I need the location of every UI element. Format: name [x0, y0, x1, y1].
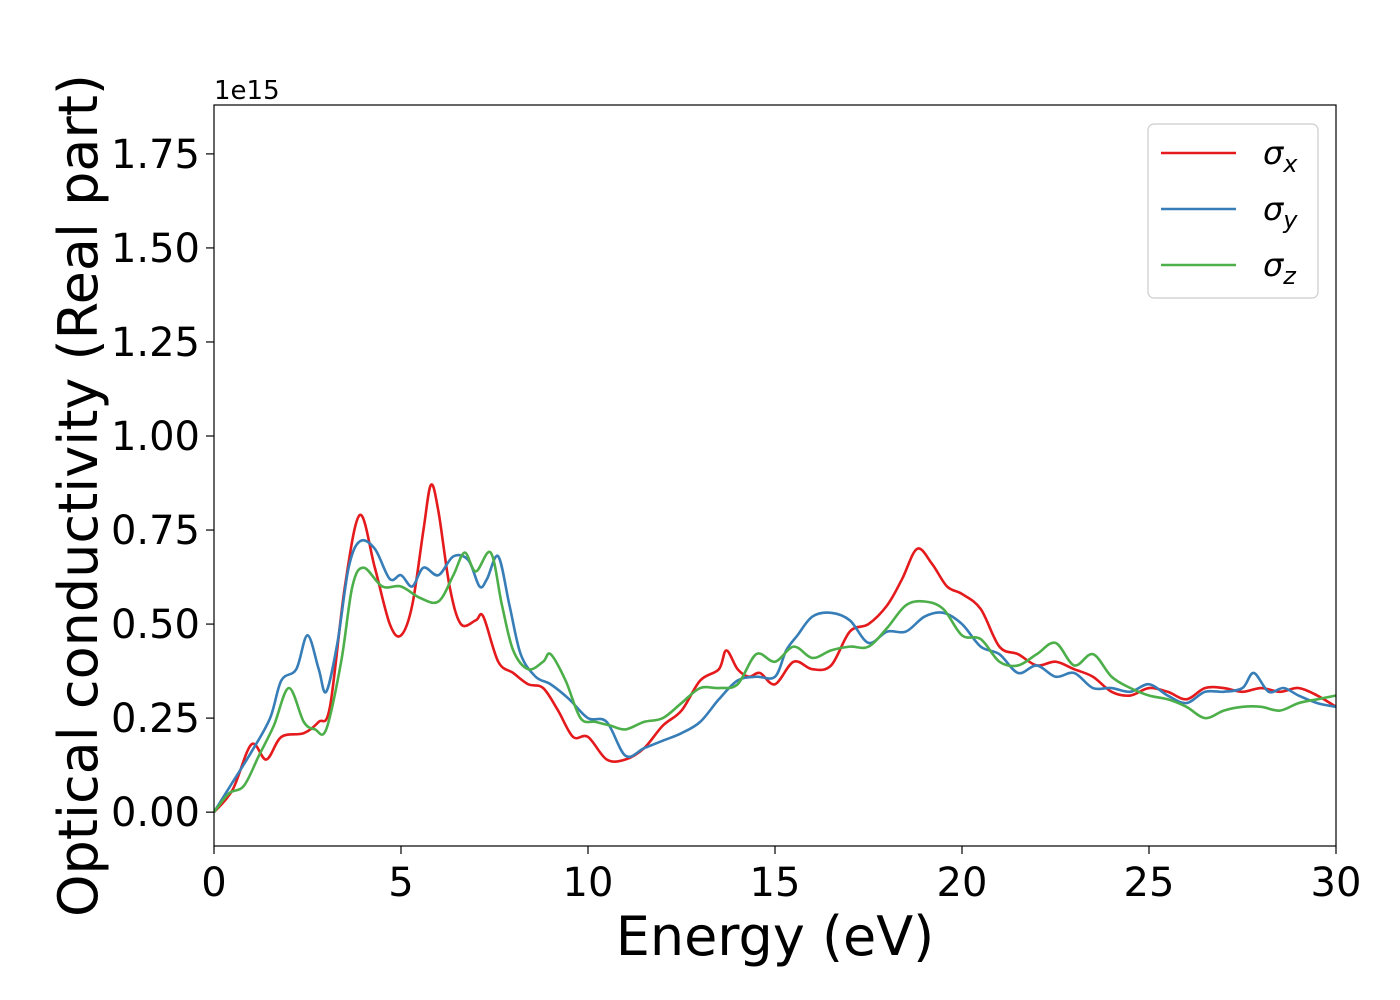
x-tick-label: 25	[1124, 860, 1175, 906]
y-tick-label: 0.75	[111, 508, 200, 554]
x-tick-label: 20	[937, 860, 988, 906]
y-tick-label: 1.25	[111, 320, 200, 366]
x-tick-label: 0	[201, 860, 226, 906]
legend-label: σz	[1263, 246, 1297, 290]
y-tick-label: 0.25	[111, 696, 200, 742]
y-tick-label: 0.00	[111, 790, 200, 836]
y-tick-label: 1.75	[111, 132, 200, 178]
x-tick-label: 30	[1311, 860, 1362, 906]
y-axis-ticks: 0.00 0.25 0.50 0.75 1.00 1.25 1.50 1.75	[111, 132, 214, 836]
x-axis-ticks: 0 5 10 15 20 25 30	[201, 846, 1361, 906]
legend: σx σy σz	[1147, 123, 1319, 299]
y-tick-label: 0.50	[111, 602, 200, 648]
y-tick-label: 1.50	[111, 226, 200, 272]
x-tick-label: 15	[750, 860, 801, 906]
legend-box	[1147, 123, 1319, 299]
legend-label: σy	[1263, 190, 1298, 234]
series-line-x	[214, 483, 1336, 814]
x-axis-label: Energy (eV)	[616, 905, 935, 968]
series-line-z	[214, 550, 1336, 813]
x-tick-label: 5	[388, 860, 413, 906]
series-line-y	[214, 539, 1336, 813]
y-axis-label: Optical conductivity (Real part)	[47, 74, 110, 917]
legend-label: σx	[1263, 134, 1298, 178]
x-tick-label: 10	[563, 860, 614, 906]
y-tick-label: 1.00	[111, 414, 200, 460]
series-group	[214, 483, 1336, 814]
y-offset-label: 1e15	[214, 76, 280, 106]
